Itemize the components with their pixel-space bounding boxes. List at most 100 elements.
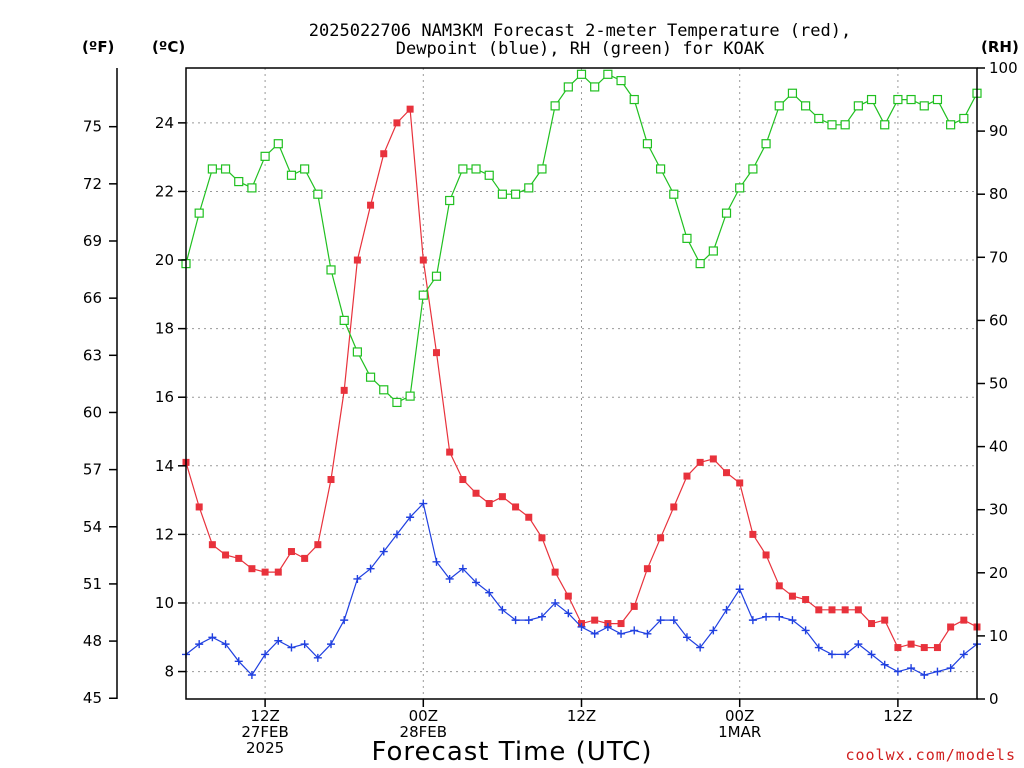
rh-point xyxy=(603,69,613,79)
temperature-point xyxy=(868,620,876,628)
time-tick-label: 00Z xyxy=(409,707,438,725)
tick-labels: 8 10 12 14 16 18 20 22 24 45 48 51 54 57 60 63 66 69 72 75 0… xyxy=(83,59,1018,757)
dewpoint-point xyxy=(762,612,771,621)
dewpoint-point xyxy=(524,616,533,625)
x-axis-title: Forecast Time (UTC) xyxy=(371,737,652,767)
temperature-point xyxy=(274,568,282,576)
chart-title-line1: 2025022706 NAM3KM Forecast 2-meter Tempe… xyxy=(309,21,851,41)
celsius-unit-label: (ºC) xyxy=(152,38,185,56)
time-tick-label: 12Z xyxy=(567,707,596,725)
rh-tick-label: 10 xyxy=(989,627,1008,645)
dewpoint-point xyxy=(814,643,823,652)
rh-point xyxy=(959,113,969,124)
rh-point xyxy=(576,69,587,79)
rh-point xyxy=(220,164,231,174)
rh-tick-label: 60 xyxy=(989,311,1008,329)
dewpoint-point xyxy=(656,616,665,625)
dewpoint-point xyxy=(445,574,454,583)
rh-point xyxy=(405,391,415,401)
rh-point xyxy=(616,76,626,86)
rh-point xyxy=(906,94,916,105)
dewpoint-point xyxy=(841,650,850,659)
fahrenheit-tick-label: 66 xyxy=(83,289,102,307)
dewpoint-point xyxy=(669,616,678,625)
dewpoint-point xyxy=(261,650,270,659)
dewpoint-point xyxy=(234,657,243,666)
temperature-point xyxy=(657,534,665,542)
rh-point xyxy=(194,208,204,218)
celsius-tick-label: 22 xyxy=(155,182,174,200)
rh-point xyxy=(313,189,323,199)
rh-point xyxy=(761,139,771,149)
dewpoint-point xyxy=(551,598,560,607)
grid-lines xyxy=(186,68,977,699)
time-tick-label: 1MAR xyxy=(718,723,761,741)
rh-point xyxy=(655,164,666,174)
rh-point xyxy=(379,385,389,395)
dewpoint-series-line xyxy=(185,502,978,676)
dewpoint-point xyxy=(709,626,718,635)
rh-point xyxy=(708,246,718,256)
rh-tick-label: 20 xyxy=(989,564,1008,582)
temperature-point xyxy=(472,489,480,497)
rh-point xyxy=(695,259,705,269)
dewpoint-point xyxy=(511,616,520,625)
temperature-point xyxy=(564,592,572,600)
temperature-point xyxy=(683,472,691,480)
time-tick-label: 27FEB xyxy=(241,723,288,741)
temperature-point xyxy=(762,551,770,559)
temperature-point xyxy=(841,606,849,614)
dewpoint-point xyxy=(485,588,494,597)
temperature-point xyxy=(446,448,454,456)
temperature-point xyxy=(630,602,638,610)
temperature-point xyxy=(459,476,467,484)
rh-point xyxy=(445,195,455,206)
chart-title-line2: Dewpoint (blue), RH (green) for KOAK xyxy=(396,39,765,59)
rh-point xyxy=(537,164,547,174)
temperature-point xyxy=(393,119,401,127)
rh-point xyxy=(247,183,257,193)
rh-point xyxy=(563,82,573,92)
rh-point xyxy=(866,94,877,105)
dewpoint-point xyxy=(630,626,639,635)
temperature-point xyxy=(933,644,941,652)
rh-point xyxy=(326,265,336,275)
fahrenheit-tick-label: 48 xyxy=(83,632,102,650)
dewpoint-point xyxy=(564,609,573,618)
celsius-tick-label: 20 xyxy=(155,251,174,269)
fahrenheit-tick-label: 57 xyxy=(83,461,102,479)
temperature-point xyxy=(947,623,955,631)
temperature-point xyxy=(551,568,559,576)
dewpoint-point xyxy=(577,622,586,631)
dewpoint-point xyxy=(880,660,889,669)
dewpoint-point xyxy=(682,633,691,642)
celsius-tick-label: 24 xyxy=(155,114,174,132)
temperature-point xyxy=(802,596,810,604)
rh-point xyxy=(801,101,811,111)
dewpoint-point xyxy=(340,616,349,625)
rh-tick-label: 40 xyxy=(989,438,1008,456)
rh-point xyxy=(932,94,943,105)
temperature-point xyxy=(736,479,744,487)
time-tick-label: 2025 xyxy=(246,739,284,757)
temperature-point xyxy=(960,616,968,624)
dewpoint-point xyxy=(748,616,757,625)
rh-tick-label: 90 xyxy=(989,122,1008,140)
dewpoint-point xyxy=(208,633,217,642)
temperature-point xyxy=(709,455,717,463)
rh-point xyxy=(300,164,310,174)
rh-point xyxy=(827,120,837,130)
fahrenheit-tick-label: 72 xyxy=(83,175,102,193)
rh-point xyxy=(352,347,362,357)
temperature-point xyxy=(670,503,678,511)
rh-point xyxy=(853,101,863,111)
dewpoint-point xyxy=(788,616,797,625)
dewpoint-point xyxy=(537,612,546,621)
rh-point xyxy=(880,120,890,130)
dewpoint-point xyxy=(735,585,744,594)
rh-point xyxy=(893,94,903,105)
celsius-tick-label: 10 xyxy=(155,594,174,612)
rh-point xyxy=(748,164,758,174)
temperature-point xyxy=(815,606,823,614)
